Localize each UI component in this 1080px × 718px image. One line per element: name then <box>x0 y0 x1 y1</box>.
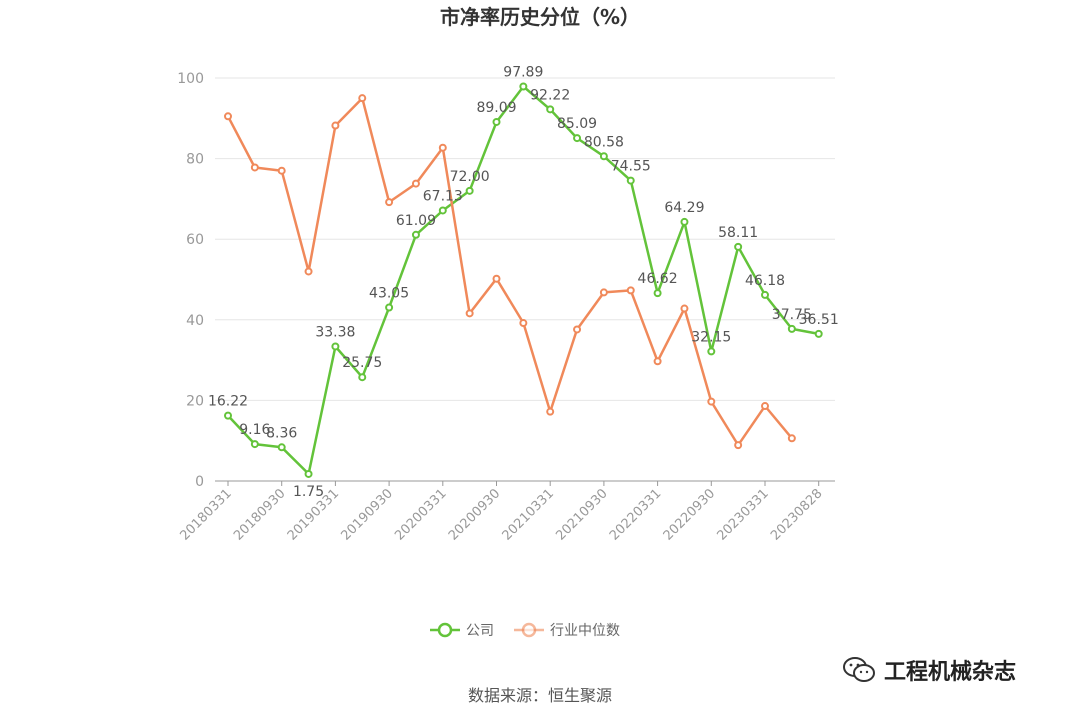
data-point-industry <box>304 267 313 276</box>
data-point-company <box>653 289 662 298</box>
data-point-industry <box>224 112 232 121</box>
data-label: 67.13 <box>423 188 463 204</box>
data-label: 74.55 <box>611 159 651 175</box>
data-point-company <box>626 176 635 185</box>
data-point-company <box>250 440 259 449</box>
x-tick-label: 20230331 <box>714 486 771 543</box>
data-point-industry <box>519 319 528 328</box>
data-point-company <box>411 230 420 239</box>
x-tick-label: 20190930 <box>339 486 396 543</box>
data-point-industry <box>680 304 689 313</box>
data-label: 46.18 <box>745 273 785 289</box>
data-point-industry <box>599 288 608 297</box>
data-label: 97.89 <box>503 65 543 81</box>
x-tick-label: 20200331 <box>392 486 449 543</box>
data-point-industry <box>546 407 555 416</box>
legend-label: 行业中位数 <box>550 623 620 639</box>
data-label: 72.00 <box>450 169 490 185</box>
data-label: 80.58 <box>584 134 624 150</box>
data-point-company <box>492 117 501 126</box>
x-tick-label: 20210930 <box>553 486 610 543</box>
data-point-industry <box>761 402 769 411</box>
data-point-industry <box>492 274 501 283</box>
data-label: 92.22 <box>530 87 570 103</box>
data-label: 36.51 <box>799 312 839 328</box>
data-point-industry <box>465 309 474 318</box>
data-point-company <box>761 290 769 299</box>
wechat-icon <box>843 657 875 682</box>
data-label: 16.22 <box>208 394 248 410</box>
data-point-industry <box>331 121 340 130</box>
data-label: 85.09 <box>557 116 597 132</box>
x-tick-label: 20200930 <box>446 486 503 543</box>
data-label: 61.09 <box>396 213 436 229</box>
data-label: 89.09 <box>476 100 516 116</box>
data-point-company <box>787 324 796 333</box>
data-label: 33.38 <box>315 324 355 340</box>
data-point-industry <box>573 325 582 334</box>
data-point-industry <box>411 179 420 188</box>
x-tick-label: 20230828 <box>768 486 825 543</box>
data-label: 25.75 <box>342 355 382 371</box>
data-point-company <box>814 329 823 338</box>
data-label: 37.75 <box>772 307 812 323</box>
y-tick-label: 80 <box>186 152 204 168</box>
x-tick-label: 20180331 <box>177 486 234 543</box>
data-label: 43.05 <box>369 286 409 302</box>
data-point-company <box>438 206 447 215</box>
data-point-company <box>519 82 528 91</box>
data-point-company <box>304 469 313 478</box>
x-tick-label: 20210331 <box>500 486 557 543</box>
data-point-industry <box>358 94 367 103</box>
legend-label: 公司 <box>466 623 494 639</box>
data-label: 1.75 <box>293 484 324 500</box>
data-point-company <box>465 186 474 195</box>
data-point-company <box>707 347 716 356</box>
data-point-industry <box>438 143 447 152</box>
data-point-industry <box>626 286 635 295</box>
chart-title: 市净率历史分位（%） <box>440 5 640 29</box>
data-point-industry <box>250 163 259 172</box>
series-line-industry <box>226 96 793 447</box>
data-point-industry <box>787 434 796 443</box>
data-point-company <box>277 443 286 452</box>
data-label: 9.16 <box>239 422 270 438</box>
x-tick-label: 20220930 <box>661 486 718 543</box>
legend-marker <box>521 622 537 638</box>
data-point-company <box>546 105 555 114</box>
data-point-company <box>224 411 232 420</box>
y-tick-label: 100 <box>177 71 204 87</box>
data-label: 46.62 <box>638 271 678 287</box>
data-point-company <box>573 134 582 143</box>
y-tick-label: 40 <box>186 313 204 329</box>
data-point-company <box>680 217 689 226</box>
data-label: 64.29 <box>664 200 704 216</box>
data-source: 数据来源：恒生聚源 <box>467 686 612 705</box>
data-point-industry <box>734 441 743 450</box>
x-tick-label: 20180930 <box>231 486 288 543</box>
legend-marker <box>437 622 453 638</box>
y-tick-label: 0 <box>195 474 204 490</box>
y-tick-label: 20 <box>186 393 204 409</box>
watermark: 工程机械杂志 <box>842 652 1016 688</box>
data-point-company <box>599 152 608 161</box>
data-point-industry <box>277 166 286 175</box>
data-point-company <box>331 342 340 351</box>
data-point-company <box>358 373 367 382</box>
watermark-text: 工程机械杂志 <box>884 660 1017 685</box>
data-point-company <box>734 242 743 251</box>
data-point-industry <box>707 397 716 406</box>
data-point-company <box>385 303 394 312</box>
y-tick-label: 60 <box>186 232 204 248</box>
x-tick-label: 20220331 <box>607 486 664 543</box>
data-label: 32.15 <box>691 329 731 345</box>
data-point-industry <box>653 357 662 366</box>
data-label: 8.36 <box>266 425 297 441</box>
data-label: 58.11 <box>718 225 758 241</box>
series-line-company <box>227 85 819 476</box>
data-point-industry <box>385 198 394 207</box>
